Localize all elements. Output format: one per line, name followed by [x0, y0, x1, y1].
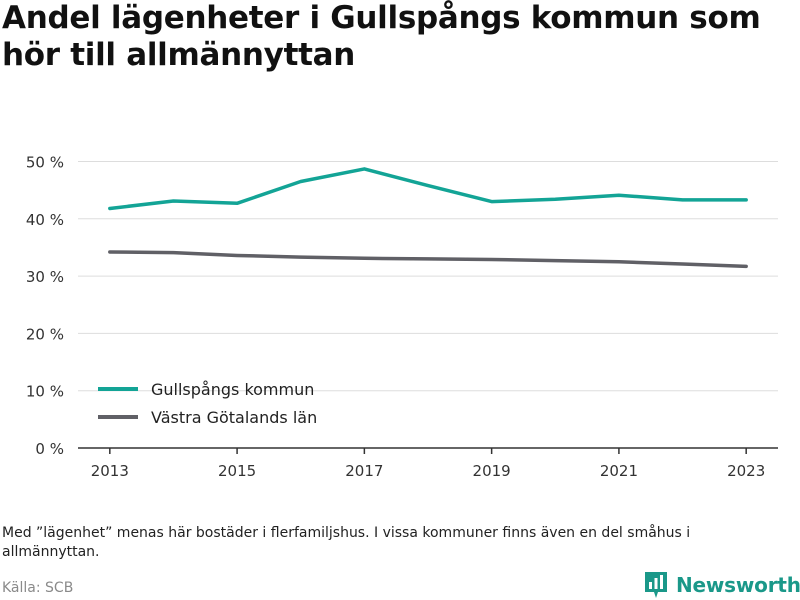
x-tick-label: 2021	[600, 462, 638, 480]
y-tick-label: 30 %	[26, 268, 64, 286]
y-tick-label: 50 %	[26, 153, 64, 171]
legend-label: Västra Götalands län	[151, 408, 317, 427]
legend-label: Gullspångs kommun	[151, 380, 314, 399]
line-chart: 0 % 10 % 20 % 30 % 40 % 50 % 2013 2015 2017 2019 2…	[26, 153, 778, 480]
x-tick-label: 2017	[345, 462, 383, 480]
series-lines	[108, 167, 748, 269]
y-tick-label: 40 %	[26, 211, 64, 229]
y-tick-label: 20 %	[26, 325, 64, 343]
legend: Gullspångs kommun Västra Götalands län	[98, 380, 317, 427]
x-tick-label: 2023	[727, 462, 765, 480]
series-line-1	[108, 167, 748, 211]
series-line-2	[108, 250, 748, 269]
grid-lines	[78, 160, 778, 392]
x-tick-label: 2013	[91, 462, 129, 480]
axes: 0 % 10 % 20 % 30 % 40 % 50 % 2013 2015 2017 2019 2…	[26, 153, 778, 480]
brand-logo[interactable]: Newsworthy	[644, 570, 800, 600]
brand-name: Newsworthy	[676, 573, 800, 597]
chart-note: Med ”lägenhet” menas här bostäder i fler…	[2, 525, 691, 560]
x-tick-label: 2019	[473, 462, 511, 480]
x-tick-label: 2015	[218, 462, 256, 480]
y-tick-label: 0 %	[35, 440, 64, 458]
bar-chart-logo-icon	[645, 572, 667, 598]
y-tick-label: 10 %	[26, 383, 64, 401]
source-label: Källa: SCB	[2, 580, 74, 596]
chart-title: Andel lägenheter i Gullspångs kommun som…	[2, 0, 761, 73]
